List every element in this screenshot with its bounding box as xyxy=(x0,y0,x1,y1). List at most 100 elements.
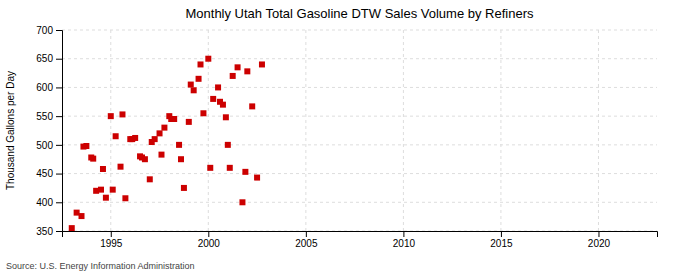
point xyxy=(113,133,119,139)
grid-line xyxy=(403,30,404,231)
tick-label: 450 xyxy=(36,168,53,179)
tick-mark xyxy=(56,59,62,60)
tick-label: 2000 xyxy=(198,238,221,249)
tick-label: 2015 xyxy=(490,238,513,249)
grid xyxy=(62,30,657,231)
grid-line xyxy=(305,30,306,231)
point xyxy=(259,61,265,67)
tick-label: 650 xyxy=(36,53,53,64)
grid-line xyxy=(62,87,657,88)
point xyxy=(198,61,204,67)
tick: 1995 xyxy=(100,231,123,249)
point xyxy=(100,166,106,172)
tick: 2020 xyxy=(588,231,611,249)
point xyxy=(118,164,124,170)
tick-mark xyxy=(56,116,62,117)
point xyxy=(181,185,187,191)
y-axis-label: Thousand Gallons per Day xyxy=(5,71,16,190)
point xyxy=(139,154,145,160)
tick-mark xyxy=(306,231,307,237)
annotation: Source: U.S. Energy Information Administ… xyxy=(6,261,195,271)
tick: 2015 xyxy=(490,231,513,249)
point xyxy=(90,156,96,162)
chart: 1995 2000 2005 2010 2015 2020 350 400 450 500 550 6… xyxy=(0,0,675,275)
tick-mark xyxy=(56,202,62,203)
tick-label: 2010 xyxy=(393,238,416,249)
grid-line xyxy=(62,30,657,31)
tick-mark xyxy=(56,30,62,31)
point xyxy=(225,142,231,148)
point xyxy=(79,213,85,219)
axis-line xyxy=(63,232,658,238)
grid-line xyxy=(62,202,657,203)
point xyxy=(108,113,114,119)
point xyxy=(244,68,250,74)
tick-label: 500 xyxy=(36,140,53,151)
tick: 2005 xyxy=(295,231,318,249)
point xyxy=(223,114,229,120)
grid-line xyxy=(62,116,657,117)
tick-label: 550 xyxy=(36,111,53,122)
tick: 2010 xyxy=(393,231,416,249)
tick-mark xyxy=(501,231,502,237)
axis-line xyxy=(56,31,63,232)
point xyxy=(147,176,153,182)
tick: 350 xyxy=(36,226,62,237)
point xyxy=(230,73,236,79)
point xyxy=(188,82,194,88)
tick-mark xyxy=(56,87,62,88)
tick: 450 xyxy=(36,168,62,179)
plot: 1995 2000 2005 2010 2015 2020 350 400 450 500 550 6… xyxy=(36,25,657,249)
tick-label: 600 xyxy=(36,82,53,93)
point xyxy=(110,187,116,193)
point xyxy=(205,56,211,62)
point xyxy=(122,195,128,201)
point xyxy=(254,175,260,181)
title: Monthly Utah Total Gasoline DTW Sales Vo… xyxy=(185,6,534,21)
tick-mark xyxy=(403,231,404,237)
tick-mark xyxy=(208,231,209,237)
point xyxy=(235,64,241,70)
tick: 700 xyxy=(36,25,62,36)
grid-line xyxy=(110,30,111,231)
y-axis: 350 400 450 500 550 600 650 700 xyxy=(36,25,62,237)
point xyxy=(119,111,125,117)
grid-line xyxy=(62,173,657,174)
grid-line xyxy=(62,58,657,59)
tick-label: 700 xyxy=(36,25,53,36)
point xyxy=(200,110,206,116)
point xyxy=(161,125,167,131)
point xyxy=(196,76,202,82)
point xyxy=(157,130,163,136)
point xyxy=(129,136,135,142)
tick-mark xyxy=(56,231,62,232)
tick: 500 xyxy=(36,140,62,151)
tick-mark xyxy=(111,231,112,237)
tick-mark xyxy=(598,231,599,237)
tick: 600 xyxy=(36,82,62,93)
point xyxy=(239,199,245,205)
point xyxy=(215,84,221,90)
tick-mark xyxy=(56,145,62,146)
grid-line xyxy=(500,30,501,231)
point xyxy=(186,119,192,125)
point xyxy=(207,165,213,171)
point xyxy=(176,142,182,148)
tick: 550 xyxy=(36,111,62,122)
point xyxy=(80,144,86,150)
tick-label: 1995 xyxy=(100,238,123,249)
point xyxy=(242,169,248,175)
tick: 400 xyxy=(36,197,62,208)
point xyxy=(98,187,104,193)
point xyxy=(227,165,233,171)
point xyxy=(249,103,255,109)
point xyxy=(69,225,75,231)
point xyxy=(220,102,226,108)
point xyxy=(210,96,216,102)
tick: 2000 xyxy=(198,231,221,249)
tick-label: 350 xyxy=(36,226,53,237)
point xyxy=(149,139,155,145)
tick: 650 xyxy=(36,53,62,64)
points xyxy=(69,56,265,231)
tick-mark xyxy=(56,174,62,175)
